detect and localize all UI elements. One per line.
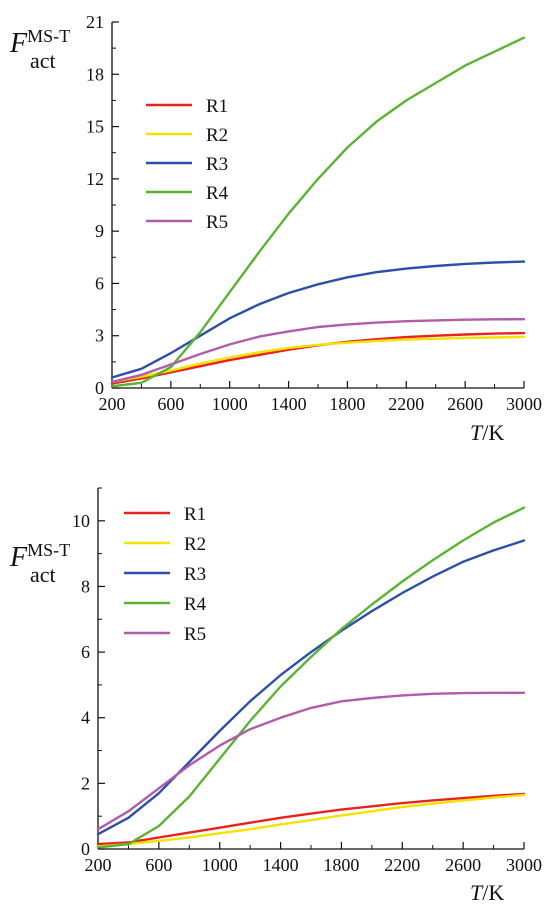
chart2-y-tick-label: 6 bbox=[81, 642, 90, 662]
chart1-y-axis-title-sub: act bbox=[30, 48, 56, 73]
chart1-x-tick-label: 600 bbox=[157, 394, 184, 414]
chart1-x-tick-label: 2200 bbox=[388, 394, 424, 414]
chart2-series-line-r1 bbox=[96, 792, 526, 846]
chart2-x-tick-label: 1400 bbox=[263, 855, 299, 875]
chart1-x-tick-label: 1400 bbox=[271, 394, 307, 414]
chart1-series-line-r5 bbox=[110, 318, 526, 384]
chart1-legend-label-r1: R1 bbox=[206, 96, 228, 117]
chart2-x-tick-label: 1000 bbox=[202, 855, 238, 875]
chart2-y-axis-title-sub: act bbox=[30, 562, 56, 587]
chart2-legend-label-r5: R5 bbox=[184, 624, 206, 645]
chart1-series-line-r1 bbox=[110, 331, 526, 385]
chart1-y-tick-label: 3 bbox=[95, 326, 104, 346]
chart2-y-axis-title-main: F bbox=[9, 542, 28, 573]
chart1: 0 3 6 9 12 15 18 21 200 600 1000 1400 1800 2200 2600 30… bbox=[9, 12, 542, 445]
chart1-x-axis-title-unit: /K bbox=[482, 420, 504, 445]
chart2-y-tick-label: 8 bbox=[81, 576, 90, 596]
chart1-x-tick-label: 3000 bbox=[506, 394, 542, 414]
chart2-x-axis-title-var: T bbox=[470, 880, 484, 905]
chart2-series-line-r3 bbox=[96, 539, 526, 836]
chart2-legend-label-r1: R1 bbox=[184, 504, 206, 525]
chart2-legend-label-r3: R3 bbox=[184, 564, 206, 585]
chart1-legend: R1 R2 R3 R4 R5 bbox=[146, 96, 229, 233]
chart2-x-axis-title: T/K bbox=[470, 880, 504, 905]
chart1-y-tick-label: 6 bbox=[95, 273, 104, 293]
chart1-x-tick-label: 200 bbox=[99, 394, 126, 414]
chart1-legend-label-r4: R4 bbox=[206, 183, 229, 204]
chart2-y-axis-title-sup: MS-T bbox=[27, 540, 70, 560]
chart2-x-tick-label: 1800 bbox=[323, 855, 359, 875]
chart1-legend-label-r5: R5 bbox=[206, 212, 228, 233]
chart1-x-tick-label: 1800 bbox=[329, 394, 365, 414]
chart1-x-tick-label: 2600 bbox=[447, 394, 483, 414]
chart2-y-tick-label: 4 bbox=[81, 708, 90, 728]
chart2-legend-label-r2: R2 bbox=[184, 534, 206, 555]
chart2-series-line-r2 bbox=[96, 793, 526, 848]
chart1-y-tick-label: 15 bbox=[86, 117, 104, 137]
chart2-y-tick-label: 0 bbox=[81, 839, 90, 859]
chart1-y-tick-label: 18 bbox=[86, 64, 104, 84]
chart1-series-line-r4 bbox=[110, 36, 526, 388]
chart1-y-tick-label: 9 bbox=[95, 221, 104, 241]
chart1-y-axis-title-main: F bbox=[9, 28, 28, 59]
chart2-x-tick-label: 2600 bbox=[445, 855, 481, 875]
chart1-x-tick-label: 1000 bbox=[212, 394, 248, 414]
chart2-legend: R1 R2 R3 R4 R5 bbox=[124, 504, 207, 645]
chart1-y-axis-title: FMS-T bbox=[9, 26, 70, 59]
chart1-y-tick-label: 12 bbox=[86, 169, 104, 189]
chart2-x-tick-label: 200 bbox=[85, 855, 112, 875]
chart1-x-axis-title-var: T bbox=[470, 420, 484, 445]
chart2-series-line-r4 bbox=[96, 506, 526, 849]
chart2-x-axis-title-unit: /K bbox=[482, 880, 504, 905]
chart2-y-axis-title: FMS-T bbox=[9, 540, 70, 573]
chart2-x-tick-label: 3000 bbox=[506, 855, 542, 875]
chart1-y-tick-label: 21 bbox=[86, 12, 104, 32]
chart2-y-tick-label: 10 bbox=[72, 511, 90, 531]
chart1-x-axis-title: T/K bbox=[470, 420, 504, 445]
chart2-x-tick-label: 2200 bbox=[384, 855, 420, 875]
chart1-legend-label-r2: R2 bbox=[206, 125, 228, 146]
chart1-series-line-r3 bbox=[110, 260, 526, 379]
chart2-x-tick-label: 600 bbox=[145, 855, 172, 875]
chart1-series-line-r2 bbox=[110, 335, 526, 384]
chart2-series-line-r5 bbox=[96, 691, 526, 831]
chart1-y-tick-label: 0 bbox=[95, 378, 104, 398]
chart2-y-tick-label: 2 bbox=[81, 773, 90, 793]
chart1-y-axis-title-sup: MS-T bbox=[27, 26, 70, 46]
chart1-legend-label-r3: R3 bbox=[206, 154, 228, 175]
chart2-legend-label-r4: R4 bbox=[184, 594, 207, 615]
